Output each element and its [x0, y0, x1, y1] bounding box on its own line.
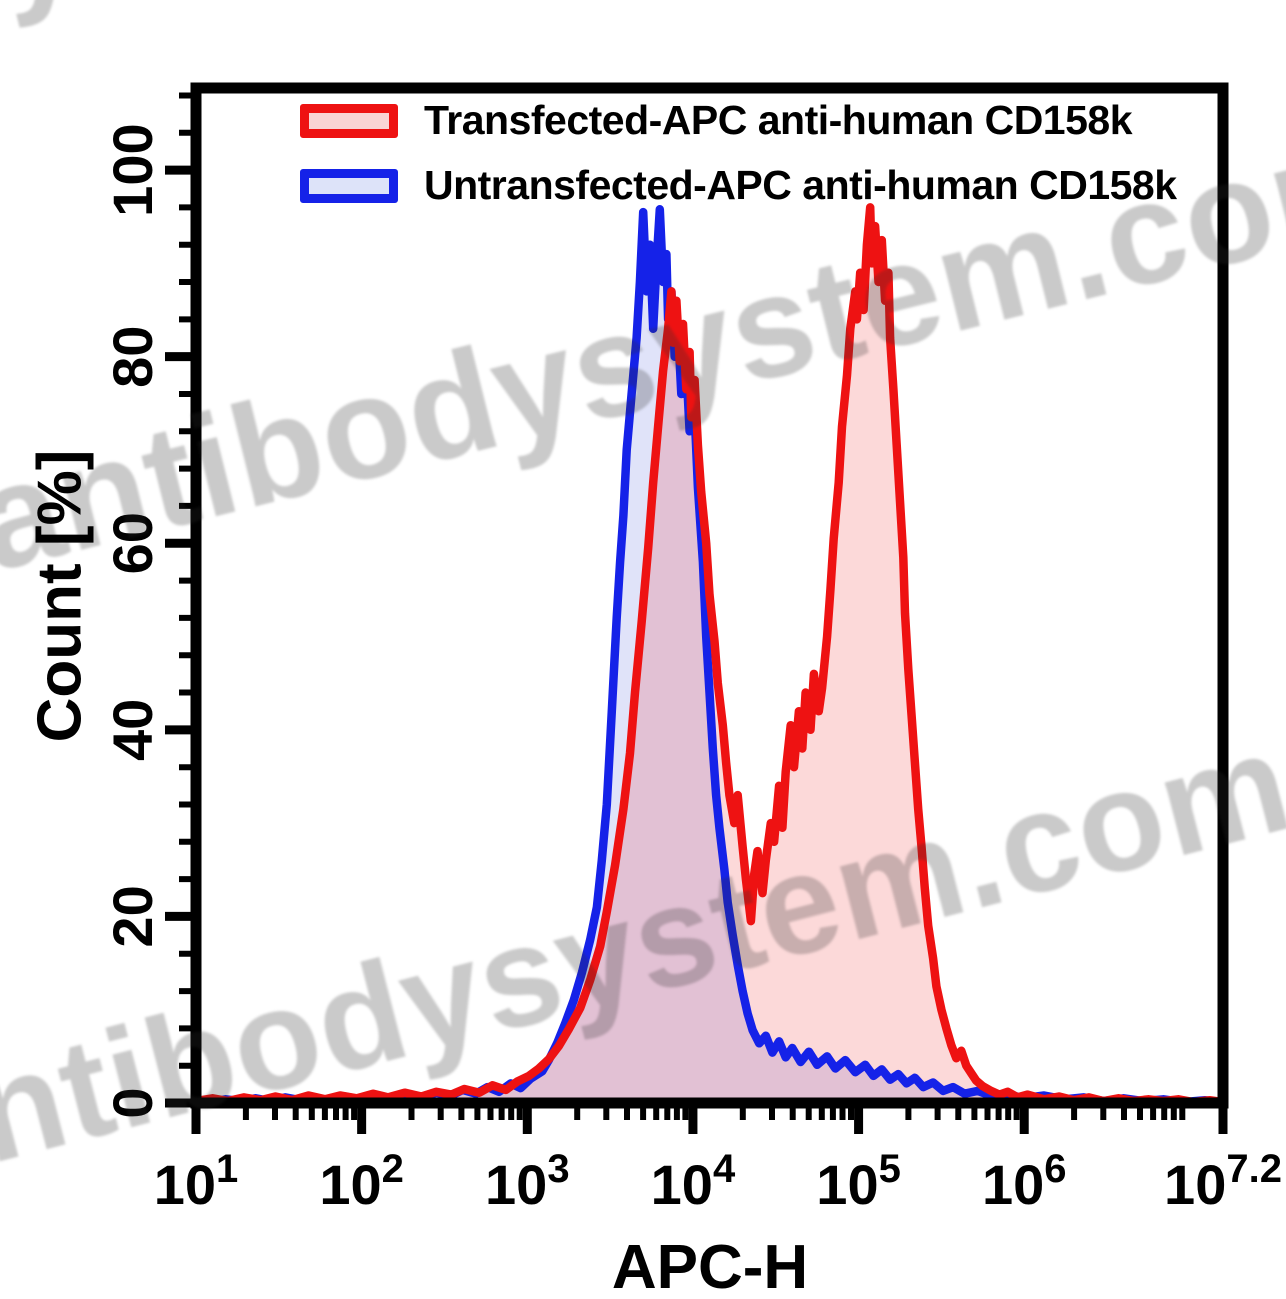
y-tick-label: 40 — [101, 699, 164, 761]
legend-item-untransfected: Untransfected-APC anti-human CD158k — [300, 165, 1177, 206]
legend-swatch-untransfected — [300, 168, 398, 203]
plot-frame — [190, 82, 1229, 1109]
x-tick-label: 101 — [154, 1147, 239, 1216]
y-tick-label: 100 — [101, 123, 164, 216]
legend-swatch-transfected — [300, 103, 398, 138]
y-tick-label: 80 — [101, 326, 164, 388]
y-tick-label: 60 — [101, 512, 164, 574]
x-axis-title: APC-H — [611, 1233, 809, 1299]
x-tick-label: 105 — [816, 1147, 901, 1216]
x-tick-label: 104 — [651, 1147, 736, 1216]
y-axis-title: Count [%] — [25, 449, 95, 743]
legend-label-transfected: Transfected-APC anti-human CD158k — [424, 97, 1133, 143]
transfected-curve — [191, 203, 1228, 1107]
y-tick-label: 20 — [101, 885, 164, 947]
x-tick-label: 102 — [319, 1147, 404, 1216]
legend-label-untransfected: Untransfected-APC anti-human CD158k — [424, 162, 1177, 208]
x-tick-label: 103 — [485, 1147, 570, 1216]
x-tick-label: 107.2 — [1164, 1147, 1282, 1216]
legend-item-transfected: Transfected-APC anti-human CD158k — [300, 97, 1133, 143]
untransfected-area-fill — [196, 209, 1223, 1104]
y-tick-label: 0 — [101, 1087, 164, 1118]
x-tick-label: 106 — [982, 1147, 1067, 1216]
